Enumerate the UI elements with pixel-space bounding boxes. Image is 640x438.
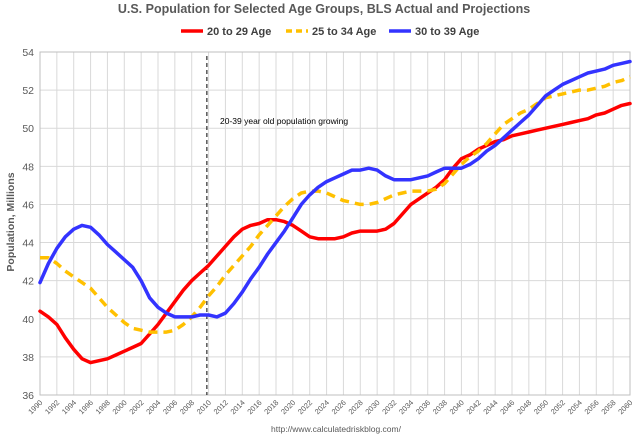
x-tick-label: 2042 <box>465 398 483 416</box>
x-tick-label: 2024 <box>313 398 331 416</box>
y-tick-label: 36 <box>22 390 34 402</box>
series-line-2 <box>40 75 631 334</box>
x-tick-label: 1998 <box>94 398 112 416</box>
legend: 20 to 29 Age 25 to 34 Age 30 to 39 Age <box>181 26 479 38</box>
y-axis-ticks: 36 38 40 42 44 46 48 50 52 54 <box>22 47 34 402</box>
x-tick-label: 2012 <box>212 398 230 416</box>
x-tick-label: 2048 <box>515 398 533 416</box>
x-tick-label: 2004 <box>144 398 162 416</box>
x-tick-label: 2060 <box>616 398 634 416</box>
x-tick-label: 2056 <box>583 398 601 416</box>
x-tick-label: 2028 <box>347 398 365 416</box>
x-tick-label: 2036 <box>414 398 432 416</box>
x-tick-label: 2034 <box>397 398 415 416</box>
y-tick-label: 54 <box>22 47 34 59</box>
x-tick-label: 2002 <box>127 398 145 416</box>
y-tick-label: 44 <box>22 238 34 250</box>
x-tick-label: 1992 <box>43 398 61 416</box>
y-tick-label: 50 <box>22 123 34 135</box>
series-lines <box>38 59 632 365</box>
x-tick-label: 2030 <box>363 398 381 416</box>
plot-area-border <box>39 51 631 396</box>
y-tick-label: 42 <box>22 276 34 288</box>
x-tick-label: 2052 <box>549 398 567 416</box>
series-line-1 <box>38 101 632 365</box>
y-tick-label: 48 <box>22 161 34 173</box>
legend-label-3: 30 to 39 Age <box>415 26 479 38</box>
x-axis-ticks: 1990199219941996199820002002200420062008… <box>26 398 634 416</box>
x-tick-label: 2020 <box>279 398 297 416</box>
x-tick-label: 2006 <box>161 398 179 416</box>
x-tick-label: 2016 <box>245 398 263 416</box>
x-tick-label: 2038 <box>431 398 449 416</box>
x-tick-label: 2040 <box>448 398 466 416</box>
legend-label-1: 20 to 29 Age <box>207 26 271 38</box>
x-tick-label: 2032 <box>380 398 398 416</box>
y-axis-label: Population, Millions <box>5 172 17 271</box>
annotation-text: 20-39 year old population growing <box>220 116 348 126</box>
x-tick-label: 2044 <box>481 398 499 416</box>
x-tick-label: 2014 <box>229 398 247 416</box>
x-tick-label: 1994 <box>60 398 78 416</box>
x-tick-label: 2010 <box>195 398 213 416</box>
x-tick-label: 2018 <box>262 398 280 416</box>
chart-title: U.S. Population for Selected Age Groups,… <box>118 2 530 16</box>
x-tick-label: 2026 <box>330 398 348 416</box>
gridlines <box>39 51 631 396</box>
y-tick-label: 46 <box>22 199 34 211</box>
x-tick-label: 1996 <box>77 398 95 416</box>
x-tick-label: 2058 <box>599 398 617 416</box>
x-tick-label: 2022 <box>296 398 314 416</box>
x-tick-label: 2008 <box>178 398 196 416</box>
x-tick-label: 2000 <box>111 398 129 416</box>
legend-label-2: 25 to 34 Age <box>312 26 376 38</box>
series-line-3 <box>38 59 632 319</box>
x-tick-label: 2054 <box>566 398 584 416</box>
y-tick-label: 40 <box>22 314 34 326</box>
x-tick-label: 2046 <box>498 398 516 416</box>
source-url: http://www.calculatedriskblog.com/ <box>271 424 402 434</box>
y-tick-label: 38 <box>22 352 34 364</box>
y-tick-label: 52 <box>22 85 34 97</box>
x-tick-label: 2050 <box>532 398 550 416</box>
